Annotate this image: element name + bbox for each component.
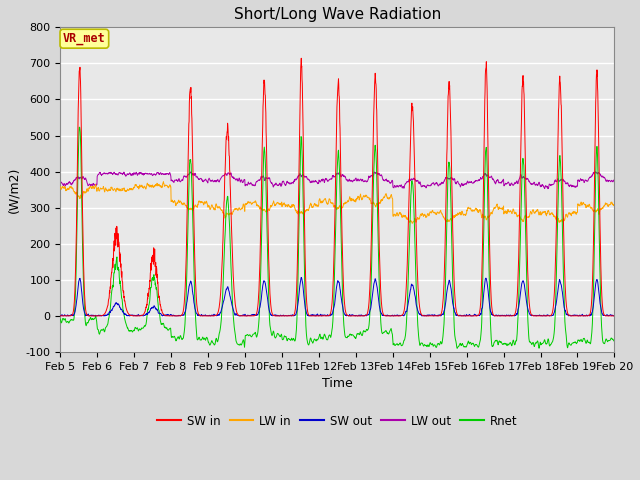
Title: Short/Long Wave Radiation: Short/Long Wave Radiation xyxy=(234,7,441,22)
Y-axis label: (W/m2): (W/m2) xyxy=(7,167,20,213)
Text: VR_met: VR_met xyxy=(63,32,106,45)
Legend: SW in, LW in, SW out, LW out, Rnet: SW in, LW in, SW out, LW out, Rnet xyxy=(152,410,522,432)
X-axis label: Time: Time xyxy=(322,377,353,390)
